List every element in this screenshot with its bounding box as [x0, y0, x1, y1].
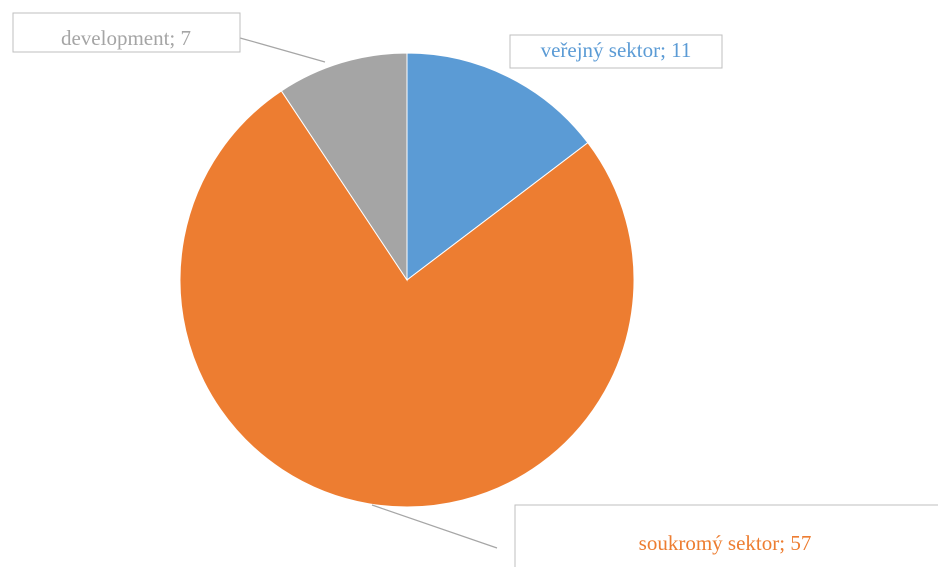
leader-line: [239, 37, 326, 63]
data-label: soukromý sektor; 57: [639, 531, 812, 555]
leader-line: [371, 504, 498, 549]
pie-slice: [280, 52, 408, 282]
label-box: [509, 34, 723, 69]
label-box: [12, 12, 241, 53]
data-label: development; 7: [61, 26, 191, 50]
label-box: [514, 504, 938, 567]
data-label: veřejný sektor; 11: [541, 38, 692, 62]
pie-slice: [406, 52, 589, 282]
pie-slice: [179, 90, 635, 508]
